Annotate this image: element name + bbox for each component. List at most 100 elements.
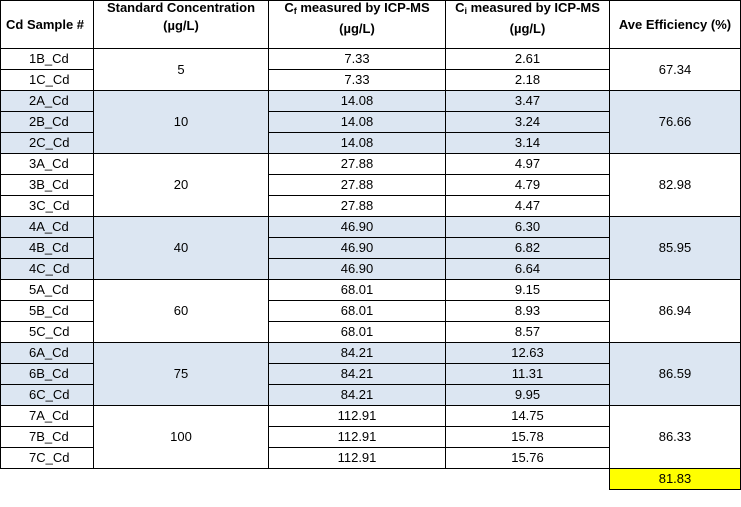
ci-cell[interactable]: 14.75	[445, 405, 610, 427]
efficiency-cell[interactable]: 86.94	[609, 279, 741, 343]
summary-row: 81.83	[0, 468, 741, 490]
table-row: 3C_Cd 27.88 4.47	[0, 195, 741, 217]
ci-cell[interactable]: 8.57	[445, 321, 610, 343]
empty-cell[interactable]	[445, 468, 610, 490]
efficiency-cell[interactable]: 86.59	[609, 342, 741, 406]
ci-cell[interactable]: 2.18	[445, 69, 610, 91]
ci-cell[interactable]: 6.64	[445, 258, 610, 280]
ci-cell[interactable]: 3.24	[445, 111, 610, 133]
cf-cell[interactable]: 46.90	[268, 237, 446, 259]
cf-cell[interactable]: 7.33	[268, 48, 446, 70]
cf-header-text: measured by ICP-MS	[296, 0, 430, 15]
sample-cell[interactable]: 6A_Cd	[0, 342, 94, 364]
sample-cell[interactable]: 4C_Cd	[0, 258, 94, 280]
efficiency-cell[interactable]: 86.33	[609, 405, 741, 469]
sample-cell[interactable]: 1B_Cd	[0, 48, 94, 70]
sample-cell[interactable]: 5C_Cd	[0, 321, 94, 343]
sample-cell[interactable]: 4A_Cd	[0, 216, 94, 238]
cf-cell[interactable]: 112.91	[268, 447, 446, 469]
sample-cell[interactable]: 5B_Cd	[0, 300, 94, 322]
table-row: 4A_Cd 40 46.90 6.30 85.95	[0, 216, 741, 280]
ci-cell[interactable]: 4.97	[445, 153, 610, 175]
ci-cell[interactable]: 3.47	[445, 90, 610, 112]
table-row: 5A_Cd 60 68.01 9.15 86.94	[0, 279, 741, 343]
ci-header[interactable]: Ci measured by ICP-MS (µg/L)	[445, 0, 610, 49]
ci-cell[interactable]: 4.47	[445, 195, 610, 217]
standard-concentration-cell[interactable]: 10	[93, 90, 269, 154]
sample-header[interactable]: Cd Sample #	[0, 0, 94, 49]
sample-cell[interactable]: 3C_Cd	[0, 195, 94, 217]
empty-cell[interactable]	[0, 468, 94, 490]
sample-cell[interactable]: 7A_Cd	[0, 405, 94, 427]
sample-cell[interactable]: 4B_Cd	[0, 237, 94, 259]
ci-cell[interactable]: 2.61	[445, 48, 610, 70]
efficiency-header[interactable]: Ave Efficiency (%)	[609, 0, 741, 49]
cf-cell[interactable]: 68.01	[268, 300, 446, 322]
cf-cell[interactable]: 68.01	[268, 321, 446, 343]
cf-cell[interactable]: 27.88	[268, 174, 446, 196]
ci-cell[interactable]: 12.63	[445, 342, 610, 364]
overall-efficiency-cell[interactable]: 81.83	[609, 468, 741, 490]
std-header-unit: (µg/L)	[163, 18, 199, 33]
cf-cell[interactable]: 84.21	[268, 342, 446, 364]
empty-cell[interactable]	[268, 468, 446, 490]
table-row: 5B_Cd 68.01 8.93	[0, 300, 741, 322]
cf-cell[interactable]: 46.90	[268, 258, 446, 280]
efficiency-cell[interactable]: 67.34	[609, 48, 741, 91]
table-row: 7B_Cd 112.91 15.78	[0, 426, 741, 448]
cf-header[interactable]: Cf measured by ICP-MS (µg/L)	[268, 0, 446, 49]
cf-cell[interactable]: 14.08	[268, 111, 446, 133]
sample-cell[interactable]: 1C_Cd	[0, 69, 94, 91]
sample-cell[interactable]: 3A_Cd	[0, 153, 94, 175]
sample-cell[interactable]: 2C_Cd	[0, 132, 94, 154]
cf-cell[interactable]: 27.88	[268, 153, 446, 175]
table-row: 2A_Cd 10 14.08 3.47 76.66	[0, 90, 741, 154]
sample-cell[interactable]: 7B_Cd	[0, 426, 94, 448]
ci-cell[interactable]: 8.93	[445, 300, 610, 322]
ci-cell[interactable]: 15.76	[445, 447, 610, 469]
cf-cell[interactable]: 14.08	[268, 90, 446, 112]
ci-cell[interactable]: 15.78	[445, 426, 610, 448]
cf-cell[interactable]: 84.21	[268, 384, 446, 406]
ci-cell[interactable]: 11.31	[445, 363, 610, 385]
standard-concentration-cell[interactable]: 75	[93, 342, 269, 406]
cf-cell[interactable]: 14.08	[268, 132, 446, 154]
efficiency-cell[interactable]: 76.66	[609, 90, 741, 154]
efficiency-cell[interactable]: 82.98	[609, 153, 741, 217]
table-row: 1B_Cd 5 7.33 2.61 67.34	[0, 48, 741, 91]
ci-cell[interactable]: 6.82	[445, 237, 610, 259]
cf-cell[interactable]: 112.91	[268, 426, 446, 448]
sample-cell[interactable]: 6B_Cd	[0, 363, 94, 385]
sample-cell[interactable]: 2A_Cd	[0, 90, 94, 112]
standard-concentration-cell[interactable]: 20	[93, 153, 269, 217]
cf-cell[interactable]: 46.90	[268, 216, 446, 238]
table-row: 4C_Cd 46.90 6.64	[0, 258, 741, 280]
empty-cell[interactable]	[93, 468, 269, 490]
table-row: 3A_Cd 20 27.88 4.97 82.98	[0, 153, 741, 217]
sample-cell[interactable]: 3B_Cd	[0, 174, 94, 196]
ci-cell[interactable]: 9.15	[445, 279, 610, 301]
cf-cell[interactable]: 68.01	[268, 279, 446, 301]
standard-concentration-cell[interactable]: 5	[93, 48, 269, 91]
standard-concentration-cell[interactable]: 40	[93, 216, 269, 280]
cf-cell[interactable]: 112.91	[268, 405, 446, 427]
sample-cell[interactable]: 7C_Cd	[0, 447, 94, 469]
ci-cell[interactable]: 3.14	[445, 132, 610, 154]
cf-cell[interactable]: 7.33	[268, 69, 446, 91]
ci-cell[interactable]: 4.79	[445, 174, 610, 196]
table-row: 3B_Cd 27.88 4.79	[0, 174, 741, 196]
standard-concentration-cell[interactable]: 100	[93, 405, 269, 469]
sample-cell[interactable]: 5A_Cd	[0, 279, 94, 301]
cf-cell[interactable]: 84.21	[268, 363, 446, 385]
efficiency-cell[interactable]: 85.95	[609, 216, 741, 280]
cf-header-subscript: f	[293, 6, 297, 16]
ci-cell[interactable]: 9.95	[445, 384, 610, 406]
table-body: 1B_Cd 5 7.33 2.61 67.34 1C_Cd 7.33 2.18 2A_Cd 10 1…	[0, 48, 741, 490]
sample-cell[interactable]: 6C_Cd	[0, 384, 94, 406]
ci-cell[interactable]: 6.30	[445, 216, 610, 238]
sample-cell[interactable]: 2B_Cd	[0, 111, 94, 133]
ci-header-unit: (µg/L)	[509, 21, 546, 36]
standard-concentration-header[interactable]: Standard Concentration (µg/L)	[93, 0, 269, 49]
cf-cell[interactable]: 27.88	[268, 195, 446, 217]
standard-concentration-cell[interactable]: 60	[93, 279, 269, 343]
